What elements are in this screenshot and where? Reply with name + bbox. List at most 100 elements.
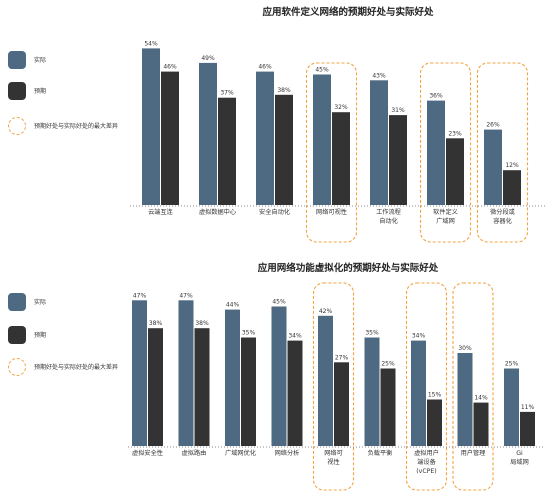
value-label-actual: 44% [226, 302, 240, 309]
value-label-actual: 47% [179, 292, 193, 299]
category-label-line: Gi [516, 450, 523, 457]
category-label-line: 局域网 [510, 458, 529, 466]
value-label-actual: 45% [315, 67, 329, 74]
bar-actual [199, 63, 217, 205]
value-label-actual: 49% [201, 55, 215, 62]
bar-actual [179, 300, 194, 446]
value-label-expected: 12% [505, 162, 519, 169]
bar-expected [148, 328, 163, 446]
bar-actual [272, 307, 287, 447]
bar-actual [256, 72, 274, 205]
value-label-expected: 32% [334, 104, 348, 111]
bar-expected [288, 341, 303, 446]
value-label-expected: 25% [381, 361, 395, 368]
value-label-expected: 38% [277, 87, 291, 94]
category-label-line: 网络可 [324, 449, 343, 457]
category-label: 网络可视性 [316, 208, 347, 216]
category-label: 安全自动化 [259, 208, 290, 216]
bar-expected [161, 72, 179, 205]
value-label-actual: 35% [365, 330, 379, 337]
value-label-actual: 25% [505, 361, 519, 368]
nfv-chart-panel: 应用网络功能虚拟化的预期好处与实际好处 实际 预期 预期好处与实际好处的最大差异… [0, 246, 549, 492]
value-label-expected: 35% [242, 330, 256, 337]
value-label-actual: 30% [458, 345, 472, 352]
value-label-actual: 34% [412, 333, 426, 340]
category-label: 微分段或容器化 [490, 208, 515, 225]
value-label-expected: 38% [149, 320, 163, 327]
bar-expected [474, 403, 489, 446]
category-label-line: 容器化 [493, 217, 512, 225]
value-label-expected: 34% [288, 333, 302, 340]
category-label: 虚拟路由 [182, 449, 207, 457]
category-label-line: 网络可视性 [316, 208, 347, 216]
bar-expected [503, 170, 521, 205]
category-label-line: 虚拟安全性 [132, 449, 163, 457]
bar-expected [334, 362, 349, 446]
bar-expected [332, 112, 350, 205]
bar-actual [370, 80, 388, 205]
category-label-line: 端设备 [417, 458, 436, 466]
category-label-line: 网络分析 [275, 449, 300, 457]
bar-actual [365, 338, 380, 447]
bar-expected [520, 412, 535, 446]
bar-expected [195, 328, 210, 446]
value-label-actual: 36% [429, 93, 443, 100]
bar-actual [504, 369, 519, 447]
category-label: 网络可视性 [324, 449, 343, 466]
value-label-actual: 46% [258, 64, 272, 71]
category-label: 工作流程自动化 [376, 208, 401, 225]
value-label-expected: 31% [391, 107, 405, 114]
value-label-actual: 26% [486, 122, 500, 129]
category-label-line: 虚拟数据中心 [199, 208, 236, 216]
value-label-actual: 47% [133, 292, 147, 299]
category-label-line: 广域网 [436, 217, 455, 225]
category-label-line: 广域网优化 [225, 449, 256, 457]
category-label: 虚拟安全性 [132, 449, 163, 457]
category-label-line: 视性 [327, 458, 339, 466]
sdn-bar-chart: 54% 46% 云端互连 49% 37% 虚拟数据中心 46% 38% 安全自动化 45% 32% 网… [0, 0, 549, 246]
category-label: 软件定义广域网 [433, 208, 458, 225]
category-label-line: 工作流程 [376, 208, 401, 216]
value-label-actual: 45% [272, 299, 286, 306]
category-label-line: 软件定义 [433, 208, 458, 216]
bar-actual [318, 316, 333, 446]
value-label-actual: 43% [372, 72, 386, 79]
bar-actual [458, 353, 473, 446]
category-label-line: 安全自动化 [259, 208, 290, 216]
value-label-expected: 27% [335, 354, 349, 361]
bar-actual [411, 341, 426, 446]
category-label: 负载平衡 [368, 449, 393, 457]
bar-actual [484, 130, 502, 205]
value-label-expected: 15% [428, 392, 442, 399]
value-label-expected: 23% [448, 130, 462, 137]
bar-expected [241, 338, 256, 447]
category-label-line: 用户管理 [461, 449, 486, 457]
nfv-bar-chart: 47% 38% 虚拟安全性 47% 38% 虚拟路由 44% 35% 广域网优化 45% 34% 网络… [0, 246, 549, 492]
category-label-line: 虚拟路由 [182, 449, 207, 457]
bar-expected [218, 98, 236, 205]
bar-expected [275, 95, 293, 205]
value-label-actual: 42% [319, 308, 333, 315]
category-label: 用户管理 [461, 449, 486, 457]
value-label-actual: 54% [144, 40, 158, 47]
category-label: 网络分析 [275, 449, 300, 457]
value-label-expected: 14% [474, 395, 488, 402]
bar-actual [132, 300, 147, 446]
category-label: 虚拟用户端设备 (vCPE) [414, 449, 439, 475]
bar-actual [427, 101, 445, 205]
category-label: 云端互连 [148, 208, 174, 216]
category-label-line: 云端互连 [148, 208, 174, 216]
bar-actual [142, 48, 160, 205]
value-label-expected: 46% [163, 64, 177, 71]
sdn-chart-panel: 应用软件定义网络的预期好处与实际好处 实际 预期 预期好处与实际好处的最大差异 … [0, 0, 549, 246]
value-label-expected: 37% [220, 90, 234, 97]
bar-expected [381, 369, 396, 447]
value-label-expected: 38% [195, 320, 209, 327]
category-label-line: 微分段或 [490, 208, 515, 216]
bar-actual [313, 75, 331, 206]
value-label-expected: 11% [521, 404, 535, 411]
category-label-line: 虚拟用户 [414, 449, 439, 457]
category-label: 虚拟数据中心 [199, 208, 236, 216]
category-label-line: 负载平衡 [368, 449, 393, 457]
bar-expected [446, 138, 464, 205]
